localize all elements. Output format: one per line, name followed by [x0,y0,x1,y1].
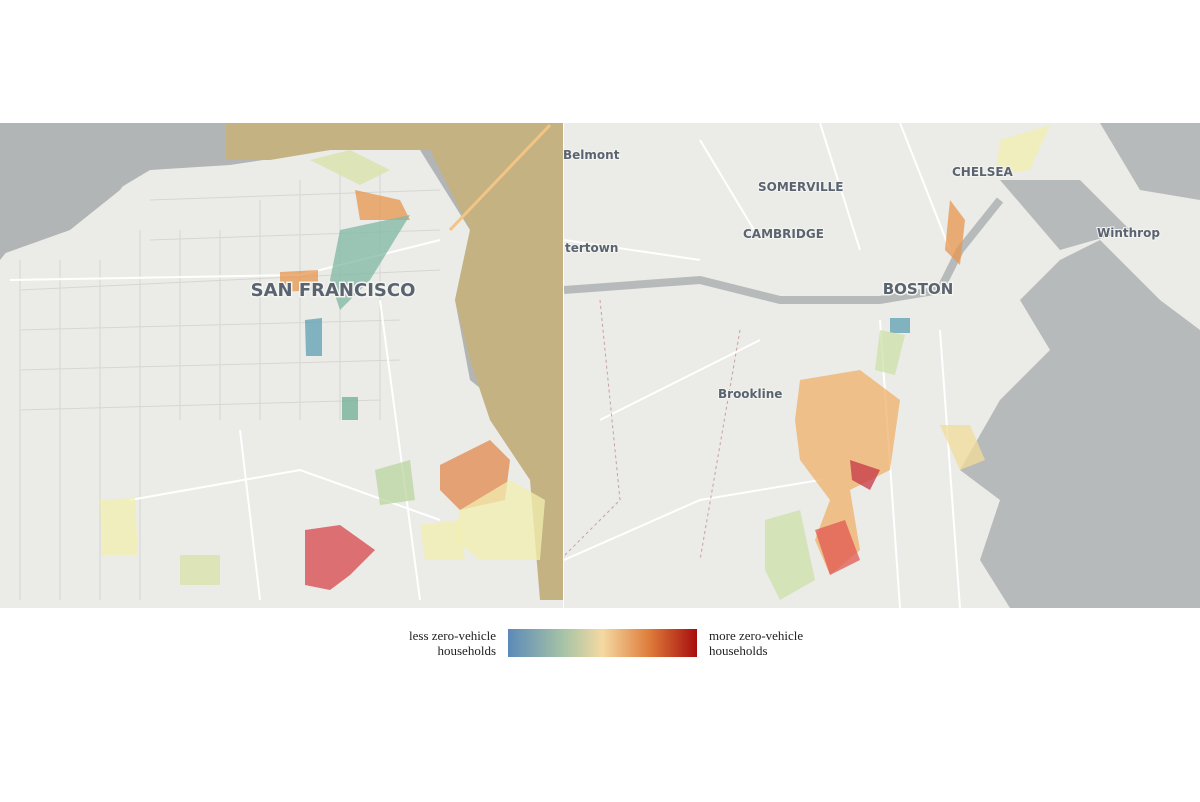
map-label: tertown [565,241,618,255]
boston-map: CHELSEA [564,123,1200,608]
map-label: BOSTON [883,280,954,298]
legend-label: less zero-vehicle [409,628,496,643]
legend-label: households [709,643,768,658]
legend-gradient [508,629,697,657]
map-label: SOMERVILLE [758,180,843,194]
map-label: CHELSEA [952,165,1014,179]
map-label: CAMBRIDGE [743,227,824,241]
boston-labels: Belmont SOMERVILLE CAMBRIDGE Winthrop te… [562,147,1161,402]
map-label: Belmont [563,148,620,162]
legend-label: households [438,643,497,658]
map-label: Winthrop [1097,226,1160,240]
map-label: Brookline [718,387,782,401]
map-label: SAN FRANCISCO [251,280,416,301]
sf-map: SAN FRANCISCO [0,123,563,608]
legend-label: more zero-vehicle [709,628,803,643]
legend: less zero-vehicle households more zero-v… [409,628,803,658]
